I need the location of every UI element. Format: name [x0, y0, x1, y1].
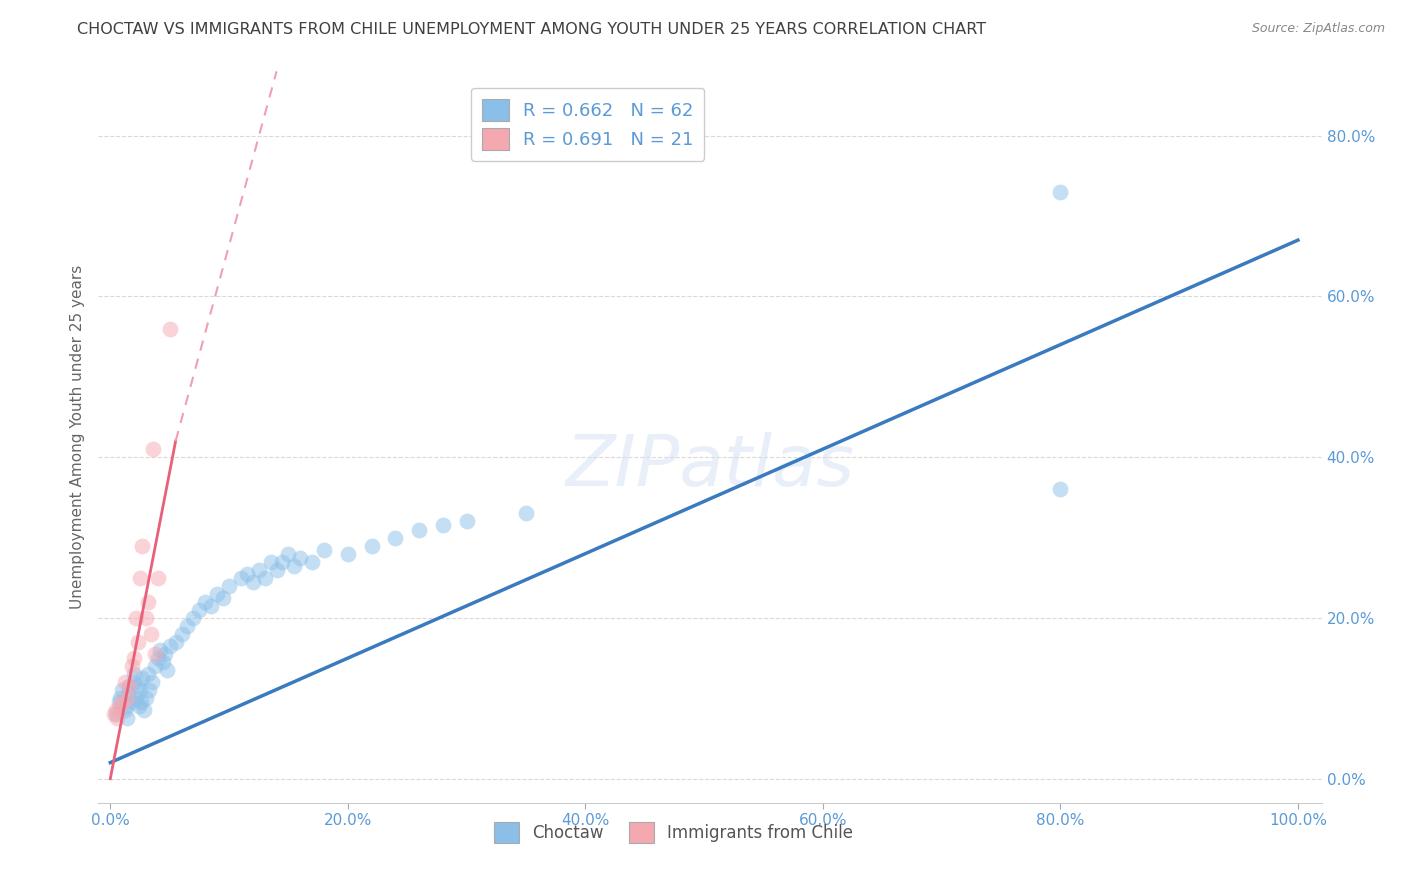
Point	[247, 563, 270, 577]
Point	[218, 579, 240, 593]
Point	[129, 695, 152, 709]
Point	[136, 667, 159, 681]
Point	[290, 550, 312, 565]
Point	[408, 523, 430, 537]
Point	[194, 595, 217, 609]
Point	[115, 691, 138, 706]
Point	[156, 663, 179, 677]
Point	[515, 507, 537, 521]
Point	[253, 571, 276, 585]
Point	[103, 707, 125, 722]
Point	[200, 599, 222, 613]
Point	[301, 555, 323, 569]
Point	[132, 703, 155, 717]
Point	[129, 683, 152, 698]
Point	[266, 563, 288, 577]
Point	[135, 691, 157, 706]
Point	[229, 571, 252, 585]
Text: CHOCTAW VS IMMIGRANTS FROM CHILE UNEMPLOYMENT AMONG YOUTH UNDER 25 YEARS CORRELA: CHOCTAW VS IMMIGRANTS FROM CHILE UNEMPLO…	[77, 22, 987, 37]
Point	[153, 647, 176, 661]
Point	[127, 635, 149, 649]
Point	[283, 558, 305, 573]
Point	[127, 679, 149, 693]
Point	[188, 603, 211, 617]
Point	[176, 619, 198, 633]
Point	[149, 643, 172, 657]
Point	[277, 547, 299, 561]
Point	[183, 611, 205, 625]
Point	[384, 531, 406, 545]
Point	[165, 635, 187, 649]
Point	[135, 611, 157, 625]
Point	[139, 627, 162, 641]
Point	[152, 655, 174, 669]
Point	[118, 679, 141, 693]
Point	[108, 699, 131, 714]
Point	[141, 675, 163, 690]
Point	[1049, 483, 1071, 497]
Point	[122, 675, 145, 690]
Point	[138, 683, 160, 698]
Point	[259, 555, 281, 569]
Point	[122, 667, 145, 681]
Point	[159, 639, 181, 653]
Point	[114, 703, 136, 717]
Point	[205, 587, 228, 601]
Point	[131, 671, 153, 685]
Point	[121, 659, 143, 673]
Legend: Choctaw, Immigrants from Chile: Choctaw, Immigrants from Chile	[486, 815, 859, 849]
Point	[105, 703, 128, 717]
Point	[114, 699, 136, 714]
Point	[118, 679, 141, 693]
Point	[242, 574, 264, 589]
Point	[136, 595, 159, 609]
Point	[114, 675, 136, 690]
Y-axis label: Unemployment Among Youth under 25 years: Unemployment Among Youth under 25 years	[69, 265, 84, 609]
Point	[117, 687, 139, 701]
Text: ZIPatlas: ZIPatlas	[565, 432, 855, 500]
Point	[312, 542, 335, 557]
Point	[125, 691, 148, 706]
Point	[105, 707, 128, 722]
Point	[145, 659, 167, 673]
Point	[131, 539, 153, 553]
Point	[145, 647, 167, 661]
Point	[111, 695, 134, 709]
Point	[107, 711, 129, 725]
Point	[122, 651, 145, 665]
Point	[432, 518, 454, 533]
Point	[1049, 185, 1071, 199]
Point	[142, 442, 165, 457]
Point	[159, 321, 181, 335]
Point	[128, 699, 150, 714]
Point	[271, 555, 294, 569]
Point	[108, 691, 131, 706]
Point	[121, 695, 143, 709]
Point	[129, 571, 152, 585]
Point	[236, 566, 259, 581]
Point	[212, 591, 235, 605]
Point	[115, 711, 138, 725]
Point	[125, 611, 148, 625]
Point	[360, 539, 382, 553]
Point	[336, 547, 359, 561]
Point	[170, 627, 193, 641]
Point	[456, 515, 478, 529]
Point	[146, 651, 169, 665]
Point	[111, 683, 134, 698]
Point	[107, 695, 129, 709]
Point	[146, 571, 169, 585]
Text: Source: ZipAtlas.com: Source: ZipAtlas.com	[1251, 22, 1385, 36]
